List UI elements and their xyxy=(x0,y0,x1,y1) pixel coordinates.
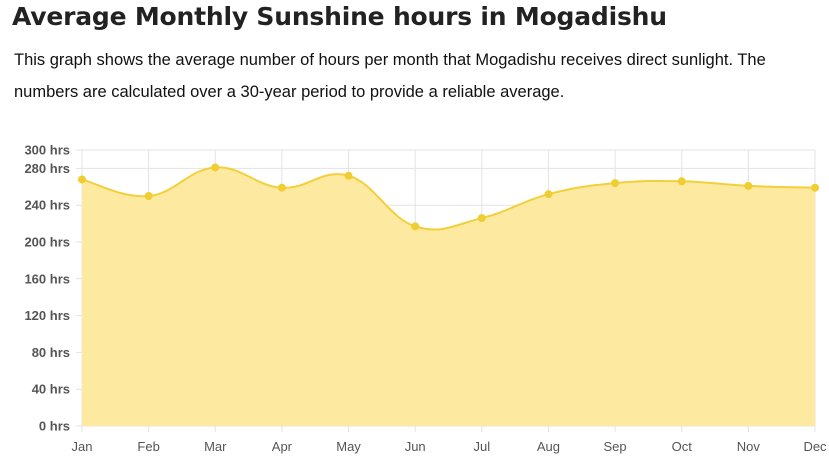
series-area xyxy=(81,166,816,426)
x-tick-label: Aug xyxy=(537,439,560,454)
chart-description: This graph shows the average number of h… xyxy=(14,51,766,101)
sunshine-area-chart: 0 hrs 40 hrs 80 hrs 120 hrs 160 hrs 200 hrs 24… xyxy=(24,143,828,455)
x-tick-label: Jun xyxy=(405,439,426,454)
series-points xyxy=(78,163,819,231)
y-tick-label: 200 hrs xyxy=(24,235,70,250)
data-point-jan[interactable] xyxy=(78,175,86,184)
x-tick-label: Jan xyxy=(72,439,93,454)
y-tick-label: 40 hrs xyxy=(32,382,70,397)
series-line xyxy=(81,166,816,231)
page-title: Average Monthly Sunshine hours in Mogadi… xyxy=(12,2,667,31)
data-point-may[interactable] xyxy=(344,171,353,180)
data-point-mar[interactable] xyxy=(211,163,220,172)
y-tick-label: 80 hrs xyxy=(32,345,70,360)
data-point-aug[interactable] xyxy=(544,190,553,199)
y-tick-label: 160 hrs xyxy=(24,271,70,286)
y-tick-label: 120 hrs xyxy=(24,308,70,323)
x-tick-label: Oct xyxy=(672,439,693,454)
y-axis-ticks: 0 hrs 40 hrs 80 hrs 120 hrs 160 hrs 200 hrs 24… xyxy=(24,143,70,434)
y-tick-label: 0 hrs xyxy=(39,419,70,434)
data-point-sep[interactable] xyxy=(611,179,620,188)
x-tick-label: Apr xyxy=(272,439,293,454)
data-point-dec[interactable] xyxy=(811,183,819,192)
data-point-oct[interactable] xyxy=(677,177,686,186)
series-area-fill xyxy=(82,167,815,426)
x-tick-label: Feb xyxy=(137,439,159,454)
x-tick-label: Nov xyxy=(737,439,761,454)
data-point-nov[interactable] xyxy=(744,181,753,190)
y-tick-label: 240 hrs xyxy=(24,198,70,213)
data-point-apr[interactable] xyxy=(277,183,286,192)
y-tick-label: 280 hrs xyxy=(24,161,70,176)
x-tick-label: Jul xyxy=(474,439,491,454)
y-tick-label: 300 hrs xyxy=(24,143,70,158)
x-tick-label: Sep xyxy=(604,439,627,454)
x-axis-ticks: Jan Feb Mar Apr May Jun Jul Aug Sep Oct Nov Dec xyxy=(72,439,828,454)
x-tick-label: May xyxy=(336,439,361,454)
x-tick-label: Dec xyxy=(803,439,827,454)
data-point-jul[interactable] xyxy=(477,214,486,223)
data-point-feb[interactable] xyxy=(144,192,153,200)
x-tick-label: Mar xyxy=(204,439,227,454)
data-point-jun[interactable] xyxy=(411,222,420,231)
